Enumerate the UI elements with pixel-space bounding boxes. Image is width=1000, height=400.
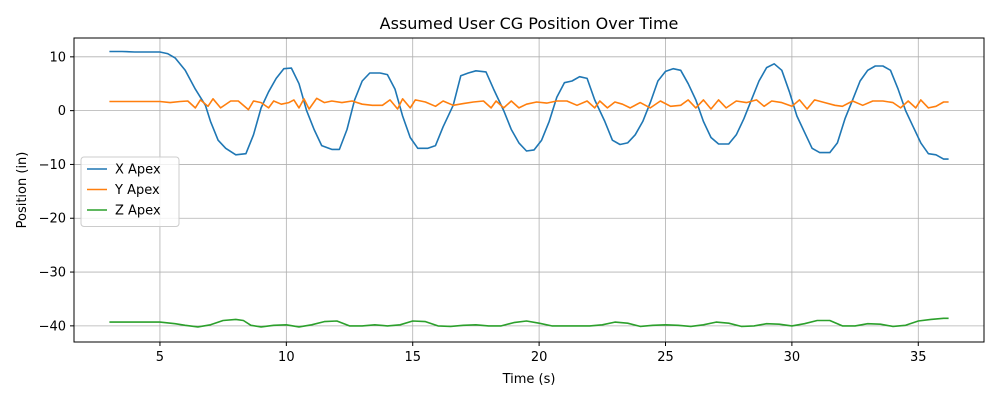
x-tick-label: 25	[657, 350, 674, 365]
x-tick-label: 10	[278, 350, 295, 365]
x-tick-label: 5	[156, 350, 164, 365]
y-axis-label: Position (in)	[15, 152, 30, 229]
legend-box	[80, 156, 180, 227]
y-tick-label: 0	[58, 104, 66, 119]
plot-area-frame	[73, 37, 985, 343]
y-tick-label: −30	[39, 266, 66, 281]
x-tick-label: 20	[531, 350, 548, 365]
series-line-x-apex	[109, 50, 949, 160]
data-series	[109, 50, 949, 328]
series-line-y-apex	[109, 97, 949, 111]
x-tick-label: 35	[910, 350, 927, 365]
legend-label-y-apex: Y Apex	[114, 183, 160, 198]
series-line-z-apex	[109, 317, 949, 328]
legend: X Apex Y Apex Z Apex	[80, 156, 180, 227]
x-axis-label: Time (s)	[502, 372, 556, 387]
legend-label-z-apex: Z Apex	[115, 204, 161, 219]
grid-lines	[74, 38, 984, 342]
x-tick-label: 15	[404, 350, 421, 365]
y-tick-label: −20	[39, 212, 66, 227]
y-tick-label: −40	[39, 319, 66, 334]
y-tick-label: 10	[49, 50, 66, 65]
x-tick-label: 30	[784, 350, 801, 365]
axis-ticks: 5 10 15 20 25 30 35 10 0 −10 −20 −30 −40	[39, 50, 927, 365]
legend-label-x-apex: X Apex	[115, 163, 161, 178]
chart-title: Assumed User CG Position Over Time	[380, 14, 679, 33]
y-tick-label: −10	[39, 158, 66, 173]
